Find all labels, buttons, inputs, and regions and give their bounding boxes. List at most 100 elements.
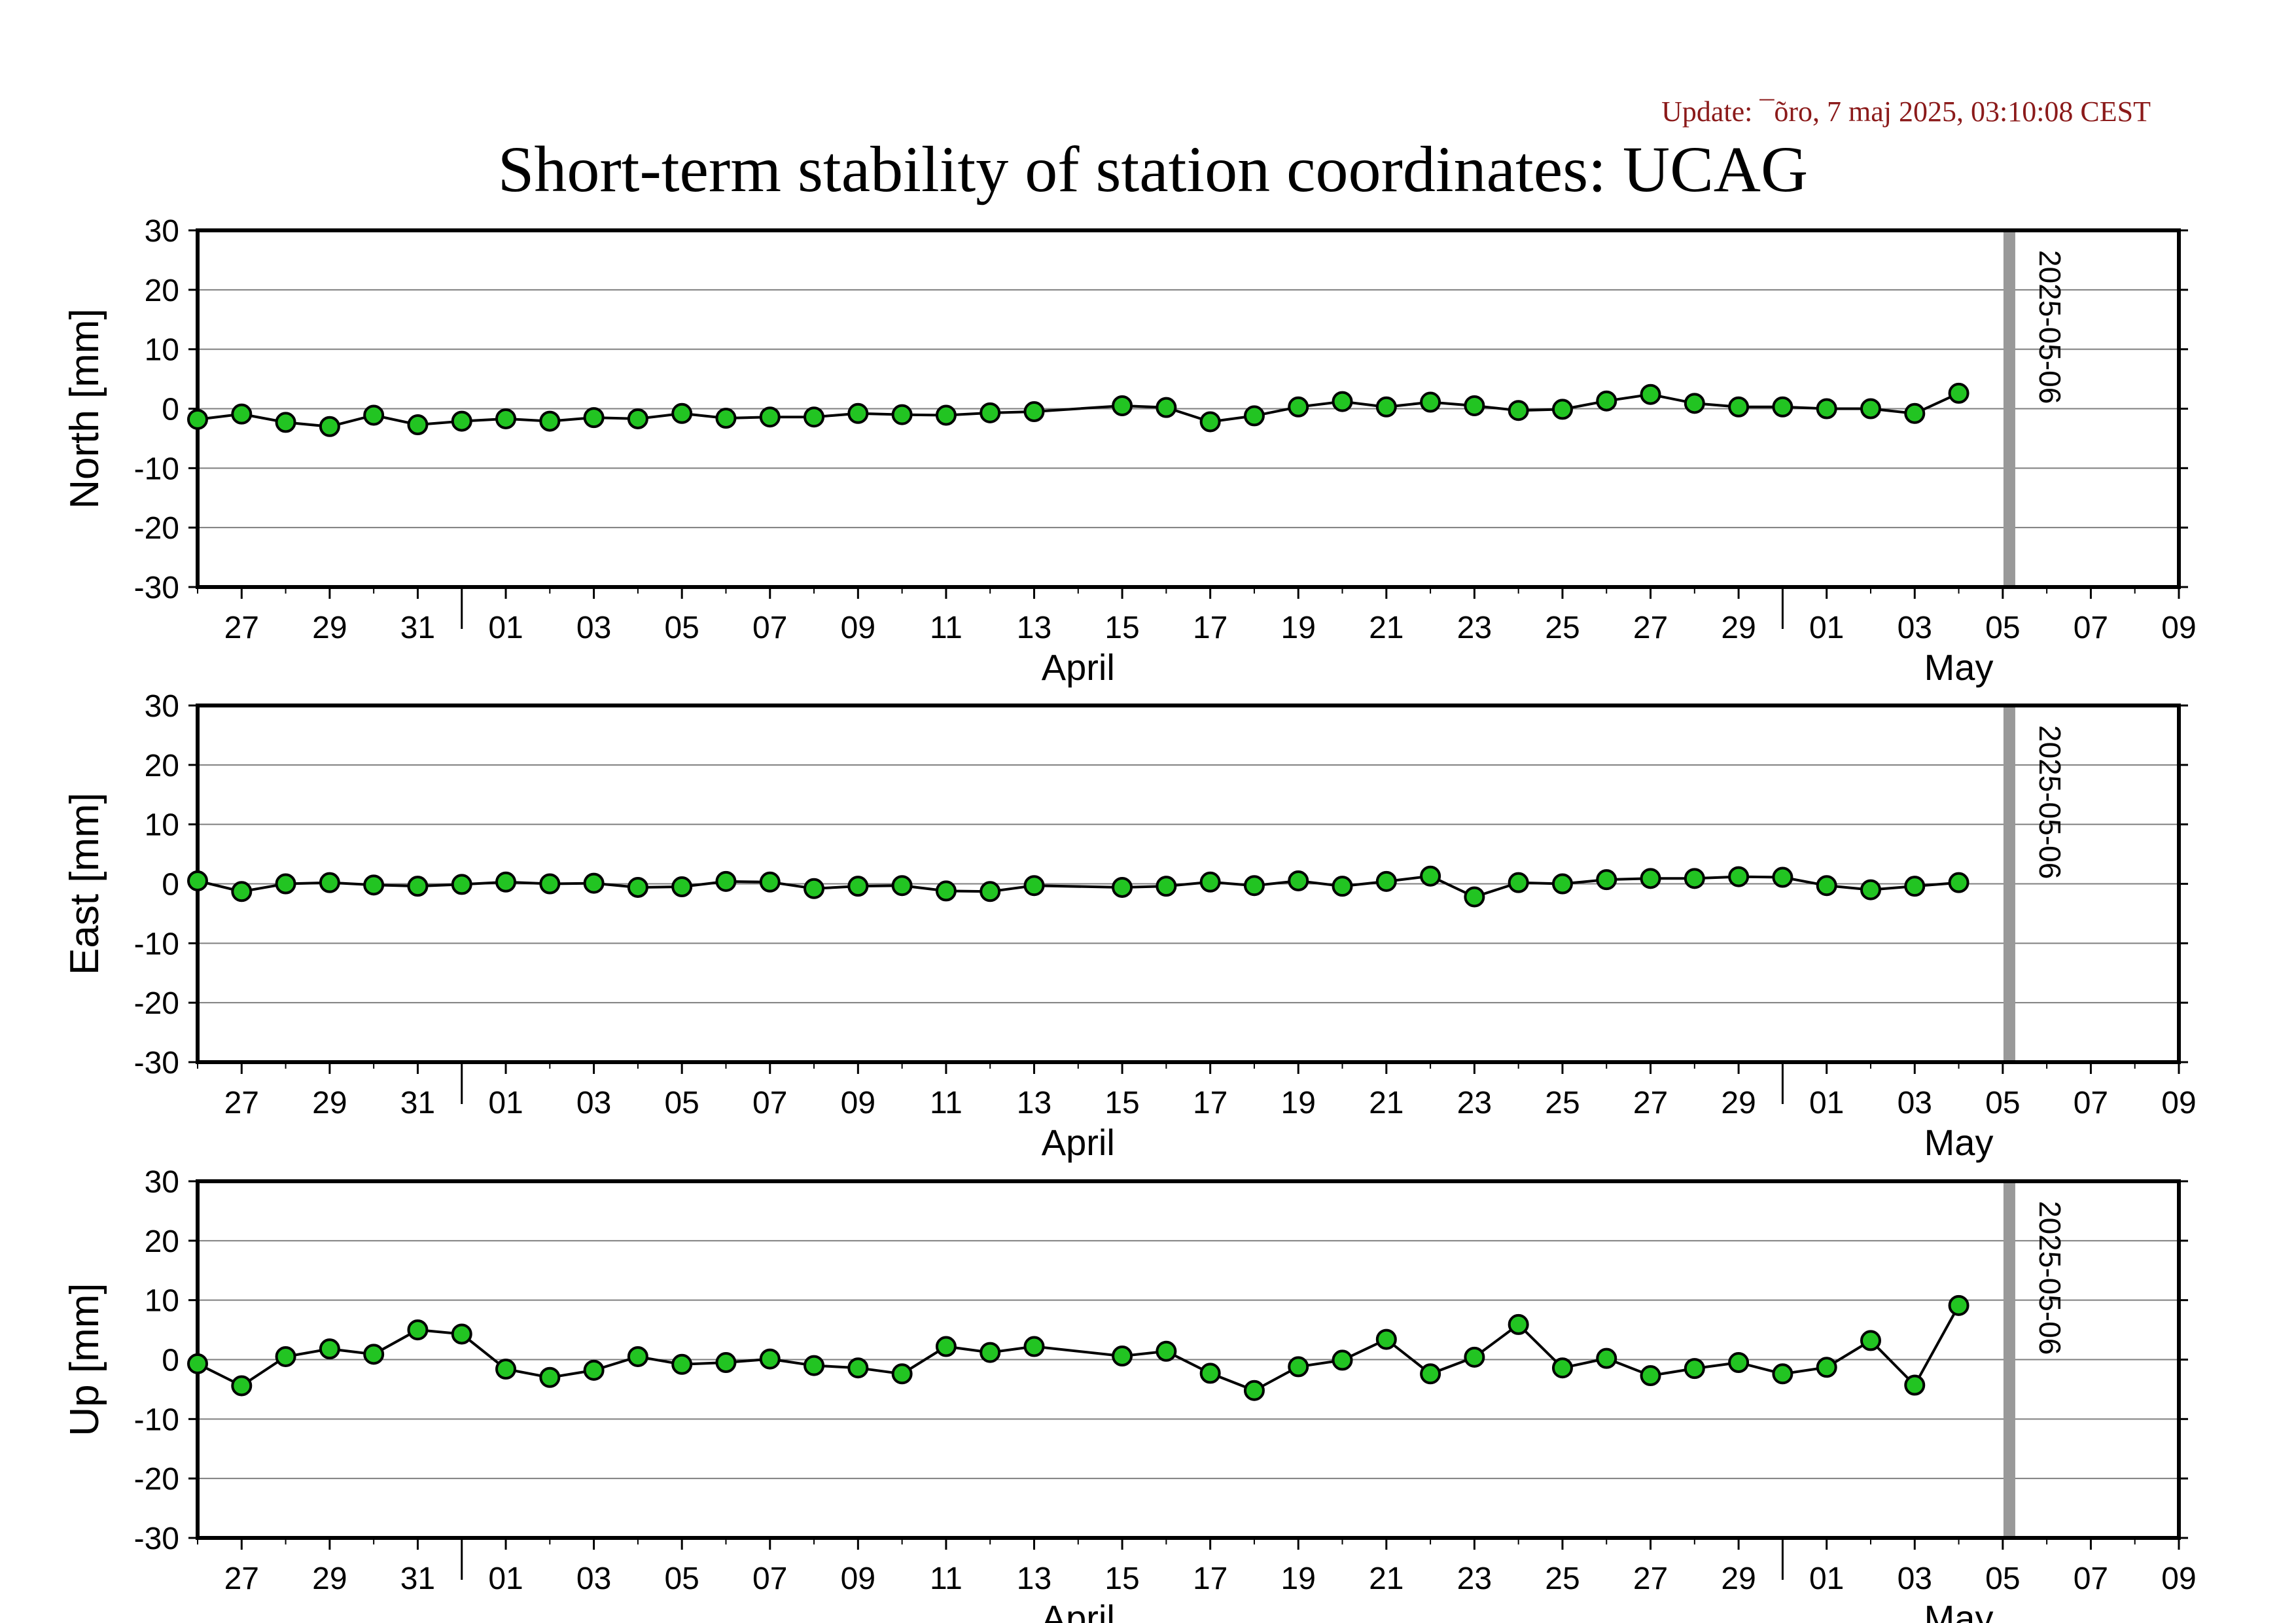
data-point [1728, 396, 1750, 418]
data-point [1728, 1352, 1750, 1374]
data-point [583, 872, 605, 894]
data-point [187, 408, 208, 430]
data-point [319, 416, 340, 437]
data-point [1508, 1313, 1529, 1335]
data-point [1112, 1346, 1133, 1367]
data-point [1948, 1294, 1969, 1316]
x-tick-label: 05 [664, 1561, 699, 1596]
data-point [1508, 400, 1529, 421]
x-tick-label: 27 [1633, 1086, 1668, 1120]
x-tick-label: 05 [1985, 1561, 2020, 1596]
data-point [1464, 1346, 1485, 1368]
data-point [1684, 868, 1705, 889]
data-point [1904, 1374, 1926, 1396]
x-tick-label: 31 [400, 1561, 435, 1596]
data-point [583, 1359, 605, 1381]
data-point [187, 870, 208, 891]
data-point [319, 872, 340, 893]
data-point [671, 1353, 693, 1375]
data-point [1199, 871, 1221, 893]
x-tick-label: 29 [312, 1086, 347, 1120]
y-tick-label: 10 [145, 1284, 179, 1319]
x-tick-label: 03 [576, 611, 611, 645]
data-point [1772, 396, 1793, 418]
x-tick-label: 03 [576, 1561, 611, 1596]
x-tick-label: 05 [1985, 611, 2020, 645]
x-tick-label: 05 [1985, 1086, 2020, 1120]
x-tick-label: 31 [400, 611, 435, 645]
x-tick-label: 03 [1898, 1561, 1932, 1596]
data-point [1684, 1358, 1705, 1380]
data-point [1023, 875, 1045, 897]
data-point [1640, 383, 1661, 405]
x-tick-label: 25 [1545, 611, 1580, 645]
x-tick-label: 21 [1369, 611, 1404, 645]
x-tick-label: 07 [2074, 1561, 2108, 1596]
data-point [1375, 1329, 1397, 1350]
x-tick-label: 09 [841, 1561, 875, 1596]
x-tick-label: 21 [1369, 1561, 1404, 1596]
series-line [197, 874, 1959, 899]
data-point [1243, 405, 1265, 427]
x-tick-label: 09 [841, 611, 875, 645]
x-tick-label: 01 [488, 1086, 523, 1120]
y-tick-label: 30 [145, 689, 179, 724]
x-tick-label: 07 [2074, 1086, 2108, 1120]
y-tick-label: -30 [134, 1046, 179, 1080]
data-point [275, 1346, 296, 1367]
data-point [1816, 875, 1837, 897]
y-tick-label: -10 [134, 927, 179, 961]
data-point [715, 408, 737, 429]
y-tick-label: 10 [145, 808, 179, 843]
x-tick-label: 17 [1193, 1561, 1227, 1596]
data-point [231, 403, 253, 425]
y-tick-label: 10 [145, 333, 179, 368]
data-point [1596, 390, 1617, 412]
data-point [275, 873, 296, 895]
data-point [1156, 1340, 1177, 1362]
x-tick-label: 07 [2074, 611, 2108, 645]
data-point [1640, 868, 1661, 889]
data-point [407, 1319, 429, 1341]
x-tick-label: 15 [1104, 1561, 1139, 1596]
x-tick-label: 13 [1017, 1086, 1051, 1120]
x-tick-label: 15 [1104, 1086, 1139, 1120]
y-tick-label: -20 [134, 1462, 179, 1497]
data-point [1156, 397, 1177, 418]
x-tick-label: 19 [1281, 611, 1316, 645]
data-point [804, 878, 825, 899]
x-tick-label: 01 [488, 1561, 523, 1596]
x-tick-label: 11 [930, 611, 963, 645]
data-point [1596, 1347, 1617, 1369]
data-point [804, 406, 825, 428]
month-label: May [1924, 1597, 1994, 1623]
data-point [1551, 399, 1573, 420]
y-tick-label: -10 [134, 1402, 179, 1437]
x-tick-label: 23 [1457, 611, 1492, 645]
x-tick-label: 11 [930, 1561, 963, 1596]
x-tick-label: 15 [1104, 611, 1139, 645]
x-tick-label: 29 [312, 1561, 347, 1596]
y-tick-label: 0 [162, 393, 179, 427]
data-point [407, 414, 429, 436]
data-point [1199, 411, 1221, 433]
data-point [1243, 1380, 1265, 1401]
update-timestamp: Update: ¯õro, 7 maj 2025, 03:10:08 CEST [1661, 96, 2151, 128]
data-point [1375, 870, 1397, 892]
y-tick-label: 0 [162, 868, 179, 902]
data-point [891, 404, 913, 425]
y-tick-label: 30 [145, 1165, 179, 1200]
x-tick-label: 09 [2161, 1086, 2196, 1120]
data-point [231, 881, 253, 902]
month-label: May [1924, 647, 1994, 688]
data-point [1948, 872, 1969, 893]
data-point [1332, 391, 1353, 412]
x-tick-label: 07 [752, 1561, 787, 1596]
x-tick-label: 09 [841, 1086, 875, 1120]
data-point [1112, 395, 1133, 416]
y-tick-label: 20 [145, 274, 179, 308]
y-tick-label: -30 [134, 571, 179, 605]
x-tick-label: 05 [664, 611, 699, 645]
